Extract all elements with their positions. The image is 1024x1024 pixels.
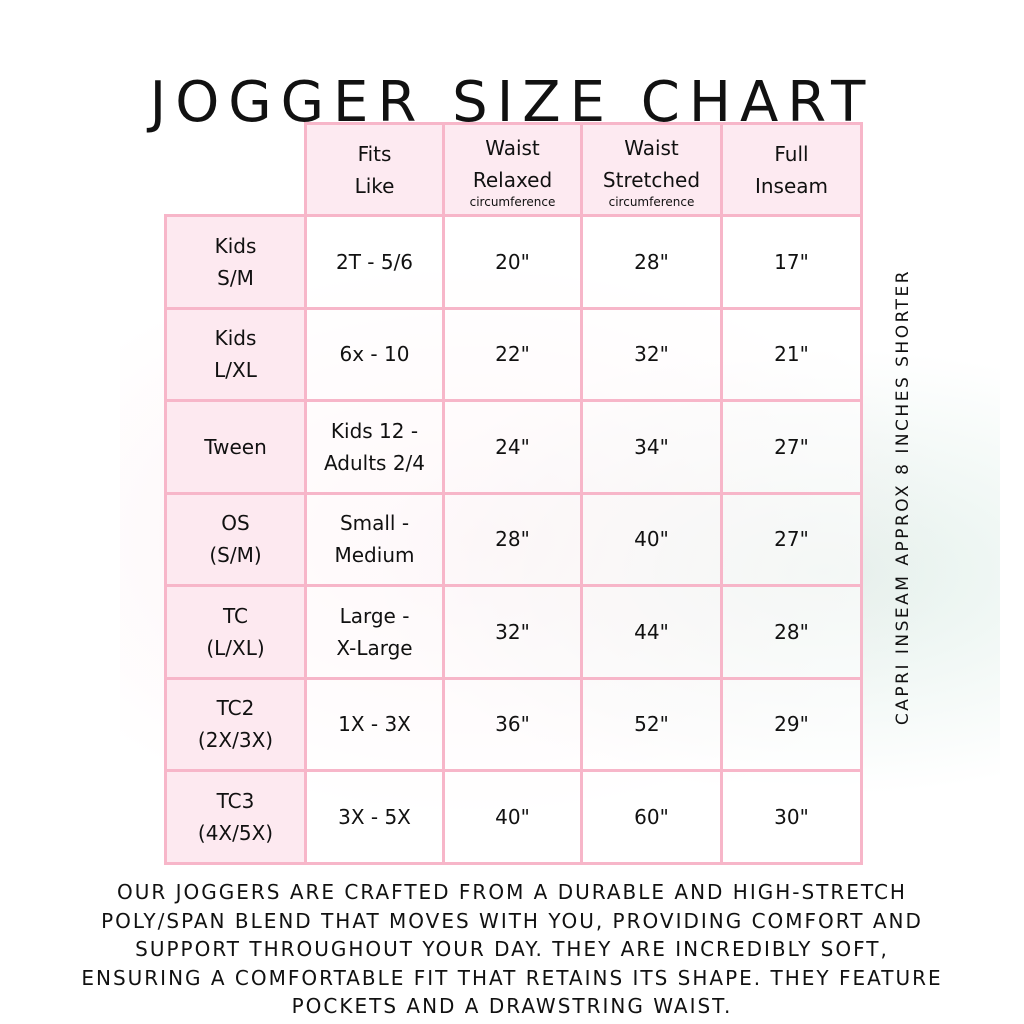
- fits-like-cell: Large - X-Large: [304, 584, 445, 680]
- cell-line: L/XL: [214, 358, 257, 383]
- fits-like-cell: 2T - 5/6: [304, 214, 445, 310]
- inseam-cell: 30": [720, 769, 863, 865]
- description-line: ENSURING A COMFORTABLE FIT THAT RETAINS …: [81, 965, 943, 990]
- cell-line: X-Large: [336, 635, 413, 660]
- cell-line: TC3: [216, 788, 255, 813]
- cell-line: Tween: [204, 434, 267, 459]
- waist-stretched-cell: 52": [580, 676, 723, 772]
- header-line: Inseam: [754, 173, 829, 198]
- inseam-cell: 27": [720, 399, 863, 495]
- inseam-cell: 29": [720, 676, 863, 772]
- cell-line: (S/M): [209, 543, 262, 568]
- size-label: TC (L/XL): [164, 584, 307, 680]
- cell-line: TC2: [216, 696, 255, 721]
- cell-line: Adults 2/4: [323, 450, 426, 475]
- cell-line: 2T - 5/6: [335, 249, 414, 274]
- size-label: Kids L/XL: [164, 306, 307, 402]
- header-waist-relaxed: Waist Relaxed circumference: [442, 122, 583, 217]
- size-label: TC2 (2X/3X): [164, 676, 307, 772]
- size-label: OS (S/M): [164, 491, 307, 587]
- cell-line: 1X - 3X: [338, 712, 411, 737]
- size-label: Kids S/M: [164, 214, 307, 310]
- inseam-cell: 21": [720, 306, 863, 402]
- cell-line: Kids 12 -: [330, 418, 419, 443]
- header-full-inseam: Full Inseam: [720, 122, 863, 217]
- cell-line: OS: [221, 511, 250, 536]
- capri-note: CAPRI INSEAM APPROX 8 INCHES SHORTER: [893, 268, 913, 726]
- table-row: Kids S/M 2T - 5/6 20" 28" 17": [164, 214, 863, 310]
- cell-line: 6x - 10: [339, 342, 410, 367]
- waist-stretched-cell: 44": [580, 584, 723, 680]
- inseam-cell: 27": [720, 491, 863, 587]
- waist-stretched-cell: 28": [580, 214, 723, 310]
- fits-like-cell: Kids 12 - Adults 2/4: [304, 399, 445, 495]
- waist-relaxed-cell: 28": [442, 491, 583, 587]
- cell-line: (2X/3X): [197, 728, 274, 753]
- size-label: Tween: [164, 399, 307, 495]
- header-line: Relaxed: [472, 167, 553, 192]
- cell-line: Large -: [339, 603, 410, 628]
- cell-line: Kids: [214, 233, 257, 258]
- table-row: Kids L/XL 6x - 10 22" 32" 21": [164, 306, 863, 402]
- waist-relaxed-cell: 40": [442, 769, 583, 865]
- cell-line: (4X/5X): [197, 820, 274, 845]
- header-line: Waist: [485, 135, 540, 160]
- description-line: POCKETS AND A DRAWSTRING WAIST.: [291, 994, 733, 1018]
- header-line: Waist: [624, 135, 679, 160]
- waist-relaxed-cell: 24": [442, 399, 583, 495]
- cell-line: Medium: [334, 543, 415, 568]
- fits-like-cell: 6x - 10: [304, 306, 445, 402]
- description: OUR JOGGERS ARE CRAFTED FROM A DURABLE A…: [0, 878, 1024, 1021]
- cell-line: TC: [222, 603, 248, 628]
- inseam-cell: 28": [720, 584, 863, 680]
- header-fits-like: Fits Like: [304, 122, 445, 217]
- cell-line: 3X - 5X: [338, 804, 411, 829]
- waist-stretched-cell: 40": [580, 491, 723, 587]
- header-line: Stretched: [602, 167, 701, 192]
- size-chart-table: Fits Like Waist Relaxed circumference Waist…: [164, 122, 863, 865]
- waist-relaxed-cell: 36": [442, 676, 583, 772]
- waist-stretched-cell: 34": [580, 399, 723, 495]
- header-line: Like: [354, 173, 395, 198]
- size-label: TC3 (4X/5X): [164, 769, 307, 865]
- header-row: Fits Like Waist Relaxed circumference Waist…: [166, 122, 863, 217]
- waist-stretched-cell: 60": [580, 769, 723, 865]
- header-waist-stretched: Waist Stretched circumference: [580, 122, 723, 217]
- cell-line: Kids: [214, 326, 257, 351]
- header-line: Fits: [357, 141, 392, 166]
- waist-relaxed-cell: 20": [442, 214, 583, 310]
- header-line: Full: [774, 141, 809, 166]
- fits-like-cell: 1X - 3X: [304, 676, 445, 772]
- cell-line: S/M: [217, 265, 254, 290]
- waist-stretched-cell: 32": [580, 306, 723, 402]
- description-line: POLY/SPAN BLEND THAT MOVES WITH YOU, PRO…: [101, 908, 923, 933]
- table-row: TC (L/XL) Large - X-Large 32" 44" 28": [164, 584, 863, 680]
- header-subtitle: circumference: [608, 194, 695, 209]
- cell-line: (L/XL): [206, 635, 265, 660]
- waist-relaxed-cell: 32": [442, 584, 583, 680]
- fits-like-cell: Small - Medium: [304, 491, 445, 587]
- table-row: Tween Kids 12 - Adults 2/4 24" 34" 27": [164, 399, 863, 495]
- corner-cell: [166, 124, 306, 216]
- description-line: SUPPORT THROUGHOUT YOUR DAY. THEY ARE IN…: [135, 937, 889, 961]
- header-subtitle: circumference: [469, 194, 556, 209]
- table-row: OS (S/M) Small - Medium 28" 40" 27": [164, 491, 863, 587]
- description-line: OUR JOGGERS ARE CRAFTED FROM A DURABLE A…: [117, 880, 907, 904]
- inseam-cell: 17": [720, 214, 863, 310]
- table-row: TC3 (4X/5X) 3X - 5X 40" 60" 30": [164, 769, 863, 865]
- waist-relaxed-cell: 22": [442, 306, 583, 402]
- fits-like-cell: 3X - 5X: [304, 769, 445, 865]
- cell-line: Small -: [339, 511, 410, 536]
- table-row: TC2 (2X/3X) 1X - 3X 36" 52" 29": [164, 676, 863, 772]
